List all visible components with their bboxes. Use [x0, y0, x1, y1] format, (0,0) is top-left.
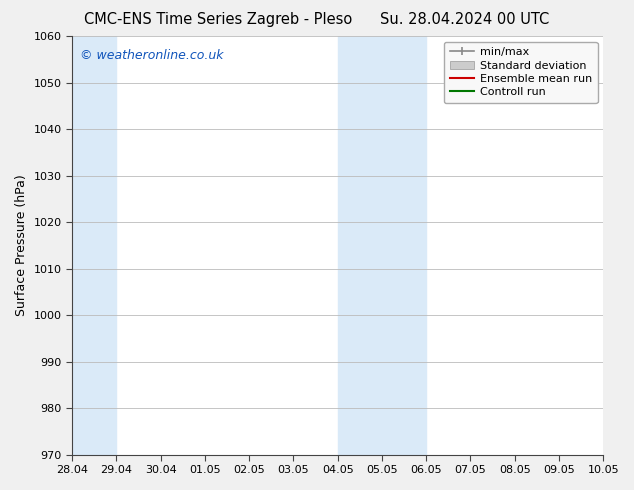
Y-axis label: Surface Pressure (hPa): Surface Pressure (hPa) — [15, 174, 28, 316]
Bar — [72, 36, 117, 455]
Text: CMC-ENS Time Series Zagreb - Pleso      Su. 28.04.2024 00 UTC: CMC-ENS Time Series Zagreb - Pleso Su. 2… — [84, 12, 550, 27]
Bar — [338, 36, 426, 455]
Text: © weatheronline.co.uk: © weatheronline.co.uk — [80, 49, 224, 62]
Legend: min/max, Standard deviation, Ensemble mean run, Controll run: min/max, Standard deviation, Ensemble me… — [444, 42, 598, 103]
